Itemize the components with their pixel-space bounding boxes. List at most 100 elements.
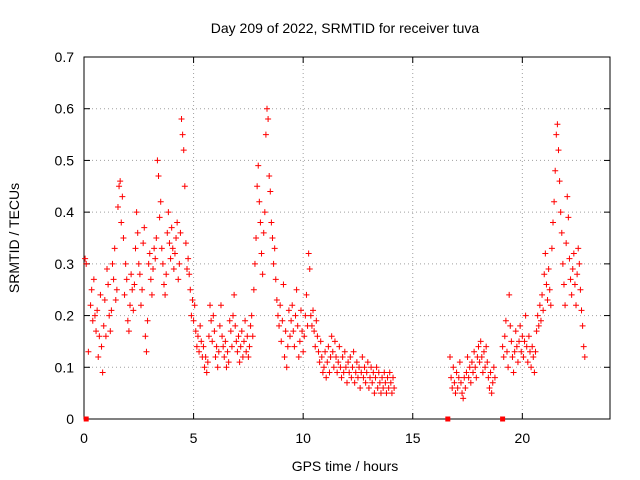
data-point <box>180 147 187 154</box>
data-point <box>374 384 381 391</box>
data-point <box>354 374 361 381</box>
data-point <box>116 183 123 190</box>
data-point <box>148 291 155 298</box>
data-point <box>265 116 272 123</box>
data-point <box>278 338 285 345</box>
data-point <box>107 328 114 335</box>
data-point <box>177 229 184 236</box>
data-point <box>560 281 567 288</box>
data-point <box>127 302 134 309</box>
data-point <box>531 369 538 376</box>
data-point <box>547 302 554 309</box>
data-point <box>156 214 163 221</box>
data-point <box>207 302 214 309</box>
data-point <box>542 250 549 257</box>
data-point <box>517 322 524 329</box>
data-point <box>157 198 164 205</box>
data-point <box>391 384 398 391</box>
data-point <box>169 245 176 252</box>
data-point <box>576 260 583 267</box>
data-point <box>258 250 265 257</box>
data-point <box>356 364 363 371</box>
data-point <box>350 348 357 355</box>
data-point <box>367 374 374 381</box>
data-point <box>484 359 491 366</box>
data-point <box>85 348 92 355</box>
data-point <box>358 369 365 376</box>
data-point <box>297 307 304 314</box>
data-point <box>142 333 149 340</box>
data-point <box>267 188 274 195</box>
data-point <box>91 312 98 319</box>
data-point <box>176 260 183 267</box>
data-point <box>337 364 344 371</box>
data-point <box>314 333 321 340</box>
data-point <box>187 286 194 293</box>
data-point <box>123 276 130 283</box>
data-point <box>292 312 299 319</box>
data-point <box>302 312 309 319</box>
data-point <box>336 343 343 350</box>
data-point <box>300 348 307 355</box>
data-point <box>363 369 370 376</box>
y-tick-label: 0.5 <box>55 152 75 168</box>
data-point <box>341 348 348 355</box>
data-point <box>490 364 497 371</box>
data-point <box>188 312 195 319</box>
data-point <box>273 297 280 304</box>
data-point <box>539 291 546 298</box>
data-point <box>175 276 182 283</box>
data-point <box>482 364 489 371</box>
data-point <box>291 343 298 350</box>
data-point <box>499 343 506 350</box>
data-point <box>178 116 185 123</box>
data-point <box>88 286 95 293</box>
data-point <box>357 384 364 391</box>
data-point <box>362 379 369 386</box>
data-point <box>534 312 541 319</box>
data-point <box>239 353 246 360</box>
data-point <box>141 224 148 231</box>
data-point <box>580 343 587 350</box>
data-point <box>487 369 494 376</box>
data-point <box>327 353 334 360</box>
data-point <box>518 348 525 355</box>
data-point <box>270 260 277 267</box>
data-point <box>288 317 295 324</box>
x-tick-label: 15 <box>405 430 421 446</box>
data-point <box>532 348 539 355</box>
data-point <box>509 353 516 360</box>
data-point <box>108 307 115 314</box>
data-point <box>369 379 376 386</box>
data-point <box>317 338 324 345</box>
data-point <box>250 286 257 293</box>
data-point <box>105 281 112 288</box>
data-point <box>573 302 580 309</box>
data-point <box>246 343 253 350</box>
data-point <box>136 271 143 278</box>
data-point <box>83 260 90 267</box>
data-point <box>480 348 487 355</box>
data-point <box>303 291 310 298</box>
data-point <box>119 193 126 200</box>
data-point <box>566 255 573 262</box>
data-point <box>379 374 386 381</box>
data-point <box>110 276 117 283</box>
data-point <box>334 369 341 376</box>
data-point <box>578 307 585 314</box>
data-point <box>464 353 471 360</box>
data-point <box>548 245 555 252</box>
data-point <box>179 131 186 138</box>
data-point <box>237 343 244 350</box>
data-point <box>236 359 243 366</box>
data-point <box>122 260 129 267</box>
y-tick-label: 0.2 <box>55 308 75 324</box>
data-point <box>471 348 478 355</box>
data-point <box>377 390 384 397</box>
data-point <box>451 379 458 386</box>
zero-marker <box>83 416 89 422</box>
data-point <box>194 333 201 340</box>
data-point <box>247 322 254 329</box>
data-point <box>460 395 467 402</box>
data-point <box>174 219 181 226</box>
